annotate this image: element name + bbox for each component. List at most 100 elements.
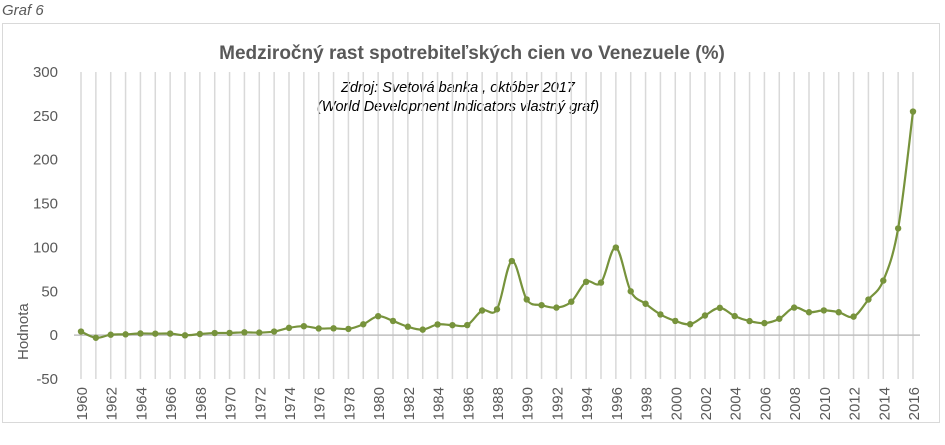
data-point-1965 (152, 330, 159, 337)
x-tick-label: 1970 (223, 387, 240, 420)
data-point-1967 (181, 332, 189, 339)
data-point-1982 (404, 323, 412, 330)
data-point-1990 (523, 296, 530, 303)
y-tick-label: 50 (41, 283, 58, 300)
x-tick-label: 1974 (282, 387, 299, 420)
data-point-2012 (850, 313, 857, 320)
x-tick-label: 1966 (163, 387, 180, 420)
data-point-2005 (746, 317, 753, 325)
x-tick-label: 1982 (401, 387, 418, 420)
data-point-1970 (226, 329, 233, 337)
x-tick-label: 1986 (460, 387, 477, 420)
data-point-1984 (434, 321, 441, 328)
data-point-2006 (761, 319, 768, 327)
data-point-1974 (285, 324, 293, 332)
data-point-1998 (642, 300, 649, 307)
data-point-1992 (553, 304, 560, 311)
x-tick-label: 1972 (252, 387, 269, 420)
y-tick-label: 300 (33, 64, 58, 81)
data-point-1988 (493, 306, 501, 313)
data-point-2001 (686, 320, 694, 328)
x-tick-label: 1976 (312, 387, 329, 420)
data-point-1996 (612, 244, 620, 251)
figure-caption: Graf 6 (2, 2, 44, 19)
y-tick-label: 250 (33, 108, 58, 125)
x-tick-label: 2010 (817, 387, 834, 420)
x-tick-label: 1980 (371, 387, 388, 420)
x-tick-label: 2012 (847, 387, 864, 420)
data-point-2014 (880, 277, 887, 284)
x-tick-label: 1998 (639, 387, 656, 420)
data-point-2010 (820, 307, 828, 314)
data-point-1983 (419, 326, 426, 333)
data-point-2008 (790, 304, 798, 311)
data-point-1966 (166, 330, 174, 337)
x-tick-label: 1988 (490, 387, 507, 420)
data-point-2011 (835, 309, 842, 316)
x-tick-label: 2008 (787, 387, 804, 420)
x-tick-label: 1968 (193, 387, 210, 420)
data-point-1991 (538, 301, 545, 309)
data-point-2009 (805, 309, 813, 316)
data-point-1968 (196, 330, 204, 338)
x-tick-label: 1990 (520, 387, 537, 420)
data-point-1961 (92, 334, 100, 341)
x-tick-label: 1994 (579, 387, 596, 420)
data-point-1977 (330, 325, 337, 332)
x-tick-label: 1984 (431, 387, 448, 420)
x-tick-label: 1964 (133, 387, 150, 420)
x-tick-label: 2014 (876, 387, 893, 420)
data-point-2007 (776, 315, 783, 322)
data-point-1978 (345, 325, 352, 333)
data-point-1973 (270, 328, 278, 335)
data-point-1962 (107, 331, 114, 338)
data-point-2000 (672, 317, 679, 325)
data-point-1994 (582, 278, 590, 286)
data-point-1976 (315, 325, 322, 332)
data-point-1993 (568, 298, 575, 305)
data-point-2013 (865, 296, 872, 303)
x-tick-label: 1962 (104, 387, 121, 420)
data-point-1987 (478, 307, 486, 314)
data-point-1972 (256, 329, 263, 336)
data-point-2016 (909, 108, 917, 115)
data-point-1986 (464, 321, 471, 329)
x-tick-label: 2016 (906, 387, 923, 420)
data-point-1969 (211, 329, 218, 337)
x-tick-label: 1960 (74, 387, 91, 420)
x-tick-label: 2002 (698, 387, 715, 420)
data-point-2015 (894, 225, 902, 232)
y-tick-label: -50 (36, 371, 58, 388)
data-point-1995 (597, 279, 605, 286)
x-tick-label: 2006 (757, 387, 774, 420)
x-tick-label: 2000 (668, 387, 685, 420)
chart-frame (2, 23, 940, 423)
data-point-1960 (77, 328, 85, 335)
data-point-1979 (360, 321, 367, 328)
data-point-2004 (731, 312, 738, 320)
y-tick-label: 150 (33, 196, 58, 213)
source-annotation: Zdroj: Svetová banka , október 2017 (340, 80, 576, 96)
data-point-1997 (627, 288, 634, 295)
data-point-1985 (449, 321, 456, 329)
x-tick-label: 1992 (549, 387, 566, 420)
data-point-1963 (122, 331, 129, 338)
data-point-1980 (374, 312, 382, 320)
data-point-1975 (300, 322, 308, 330)
data-point-1989 (508, 257, 516, 265)
data-point-1999 (657, 311, 664, 318)
y-tick-label: 0 (50, 327, 58, 344)
data-point-2002 (701, 312, 709, 319)
data-point-1981 (389, 317, 397, 325)
source-annotation-2: (World Development Indicators vlastný gr… (317, 99, 599, 115)
data-point-1964 (137, 330, 144, 337)
data-point-2003 (716, 304, 724, 312)
chart-title: Medziročný rast spotrebiteľských cien vo… (219, 43, 725, 64)
y-tick-label: 100 (33, 239, 58, 256)
data-point-1971 (241, 329, 248, 336)
x-tick-label: 1978 (341, 387, 358, 420)
y-tick-label: 200 (33, 152, 58, 169)
x-tick-label: 1996 (609, 387, 626, 420)
y-axis-label: Hodnota (15, 303, 32, 360)
